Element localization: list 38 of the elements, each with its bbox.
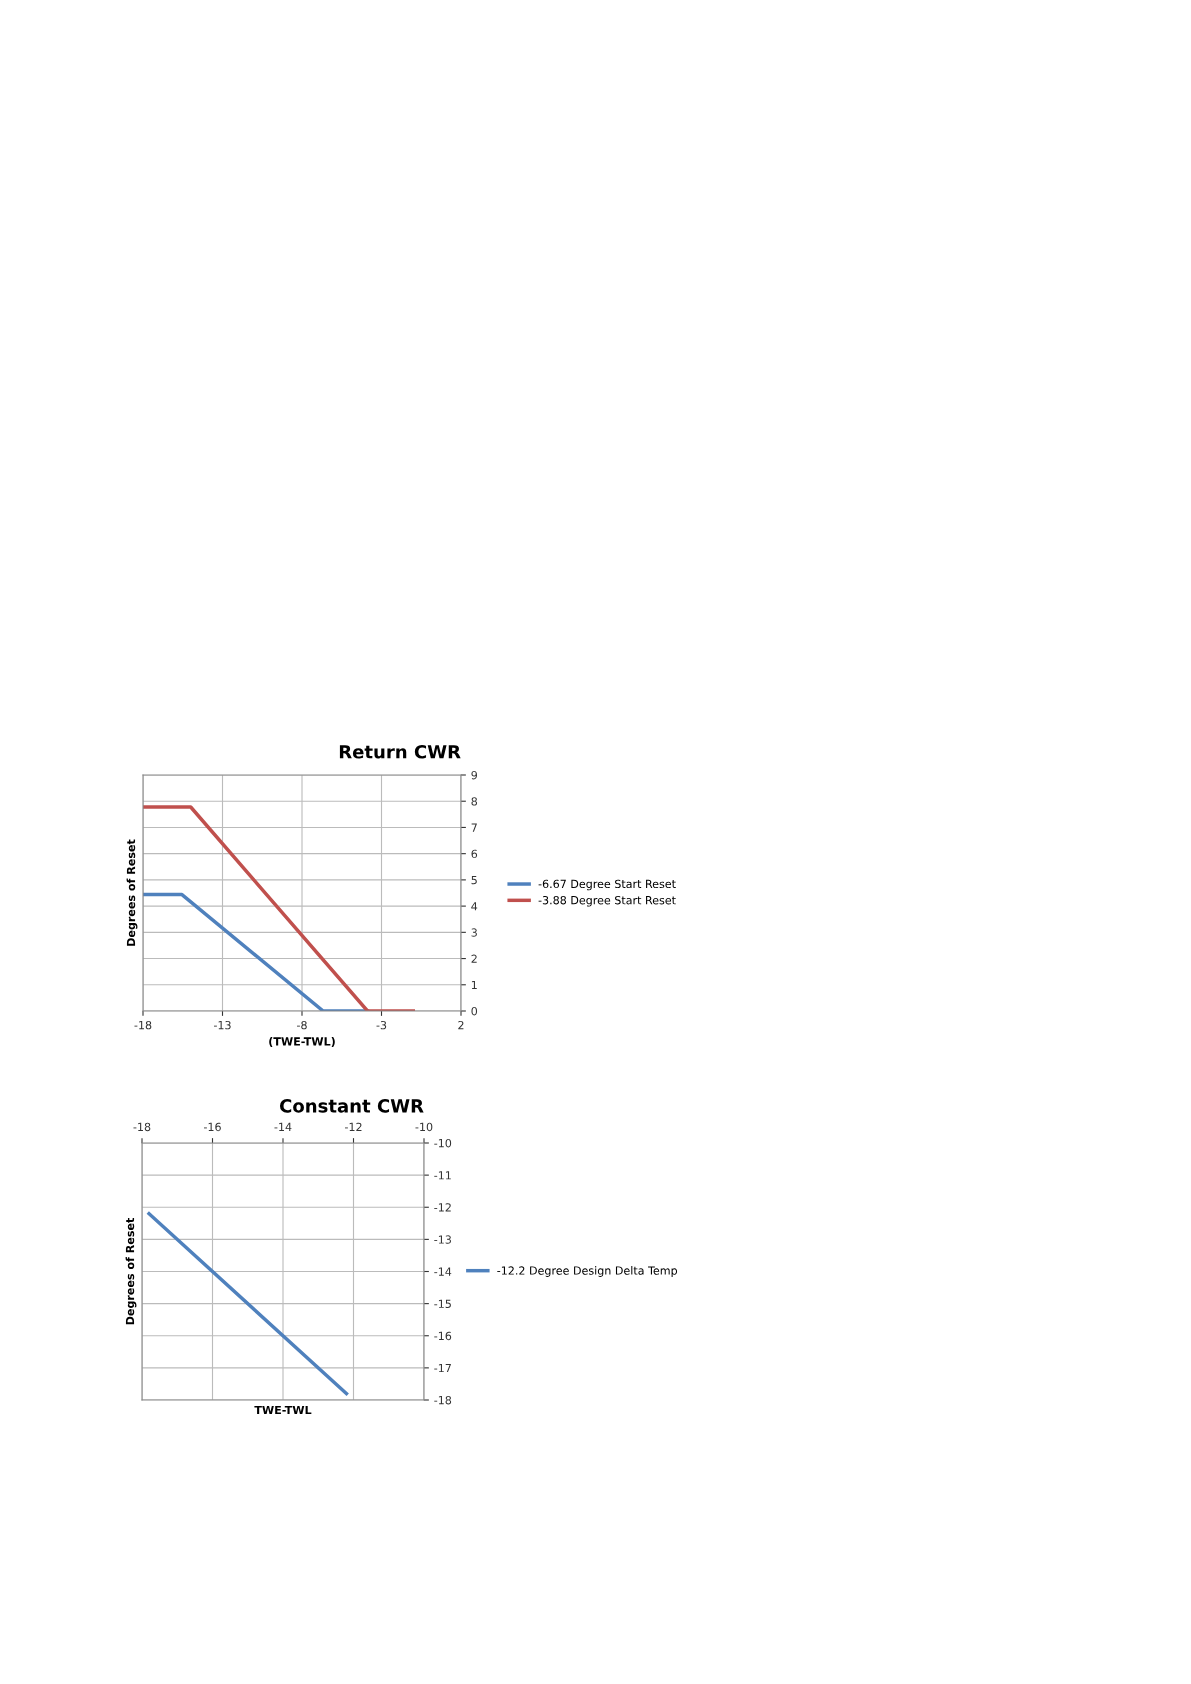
y-tick-label: -11	[434, 1171, 451, 1180]
y-tick-label: 8	[471, 797, 478, 806]
y-tick-label: -12	[434, 1203, 451, 1212]
y-tick-label: 0	[471, 1006, 478, 1016]
x-tick-label: -10	[415, 1122, 433, 1132]
x-tick-label: -14	[274, 1122, 292, 1131]
x-tick-label: -12	[344, 1122, 362, 1131]
y-tick-label: -14	[434, 1267, 452, 1276]
y-tick-label: 5	[471, 876, 477, 885]
chart-title: Constant CWR	[279, 1099, 424, 1113]
y-tick-label: -16	[434, 1331, 452, 1341]
y-tick-label: -17	[434, 1364, 451, 1373]
y-axis-title: Degrees of Reset	[125, 1217, 137, 1325]
x-tick-label: -16	[203, 1122, 221, 1132]
x-axis-title: (TWE-TWL)	[269, 1037, 335, 1047]
y-tick-label: 6	[471, 849, 478, 859]
y-tick-label: 7	[471, 823, 477, 832]
y-tick-label: 1	[471, 980, 477, 989]
y-tick-label: 3	[471, 928, 477, 937]
x-tick-label: 2	[458, 1020, 464, 1030]
x-tick-label: -18	[134, 1020, 152, 1030]
y-tick-label: 2	[471, 954, 477, 963]
x-tick-label: -8	[297, 1020, 307, 1030]
x-tick-label: -3	[376, 1020, 387, 1030]
y-tick-label: -15	[434, 1299, 451, 1308]
y-tick-label: 4	[471, 902, 478, 911]
y-tick-label: -18	[434, 1395, 452, 1405]
y-axis-title: Degrees of Reset	[126, 839, 138, 946]
x-axis-title: TWE-TWL	[254, 1405, 312, 1414]
legend-label: -12.2 Degree Design Delta Temp	[497, 1266, 678, 1277]
x-tick-label: -18	[133, 1122, 151, 1132]
y-tick-label: -13	[434, 1235, 451, 1244]
legend-label: -6.67 Degree Start Reset	[538, 879, 676, 891]
y-tick-label: 9	[471, 770, 478, 780]
y-tick-label: -10	[434, 1138, 452, 1148]
chart-title: Return CWR	[339, 744, 461, 759]
x-tick-label: -13	[213, 1020, 231, 1030]
legend-label: -3.88 Degree Start Reset	[538, 895, 676, 907]
